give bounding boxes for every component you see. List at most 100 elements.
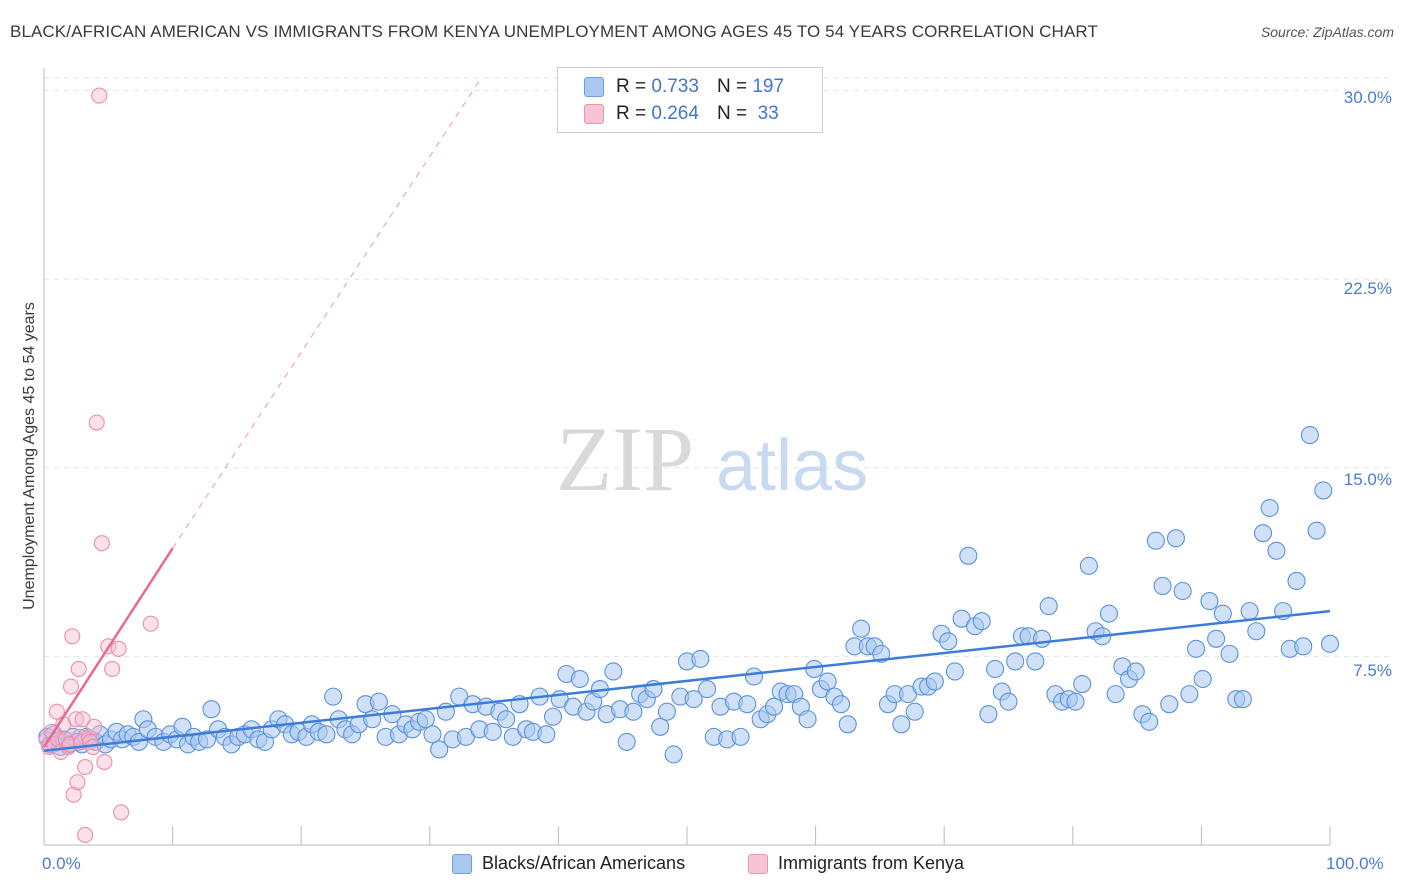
y-tick-label: 30.0% (1343, 88, 1392, 107)
data-point-kenya (96, 753, 113, 771)
data-point-blacks (1307, 521, 1326, 540)
data-point-blacks (1006, 652, 1025, 671)
data-point-blacks (684, 690, 703, 709)
data-point-blacks (765, 697, 784, 716)
data-point-blacks (986, 659, 1005, 679)
data-point-blacks (925, 672, 944, 691)
data-point-blacks (543, 707, 563, 726)
data-point-kenya (86, 718, 103, 735)
data-point-kenya (48, 703, 65, 720)
data-point-kenya (74, 711, 91, 728)
data-point-blacks (1073, 675, 1092, 694)
data-point-kenya (69, 774, 86, 791)
legend-item-kenya[interactable]: Immigrants from Kenya (748, 853, 964, 874)
n-label: N = (716, 103, 748, 124)
r-label: R = (616, 103, 647, 124)
data-point-blacks (1166, 529, 1185, 548)
data-point-blacks (1220, 644, 1239, 663)
data-point-blacks (604, 662, 623, 681)
data-point-blacks (430, 740, 449, 759)
data-point-blacks (744, 667, 764, 686)
data-point-blacks (1039, 597, 1058, 616)
n-value: 33 (752, 103, 779, 124)
data-point-blacks (1320, 634, 1340, 653)
watermark-zip: ZIP (556, 408, 694, 510)
n-label: N = (716, 76, 748, 97)
data-point-blacks (999, 692, 1018, 711)
data-point-kenya (104, 660, 121, 678)
legend-label: Immigrants from Kenya (778, 853, 965, 873)
data-point-kenya (142, 615, 159, 632)
data-point-blacks (1193, 669, 1212, 689)
data-point-blacks (798, 710, 817, 729)
data-point-blacks (624, 702, 643, 721)
x-tick-label: 100.0% (1326, 854, 1384, 873)
data-point-blacks (416, 710, 435, 729)
watermark: ZIP atlas (556, 408, 868, 510)
data-point-blacks (838, 715, 857, 734)
r-value: 0.733 (651, 76, 699, 97)
data-point-blacks (570, 669, 589, 689)
trend-line-kenya (42, 547, 174, 748)
data-point-blacks (1287, 571, 1306, 591)
y-tick-label: 7.5% (1353, 661, 1392, 680)
data-point-blacks (1314, 481, 1333, 500)
data-point-kenya (70, 660, 87, 678)
data-point-blacks (1126, 662, 1145, 681)
x-tick-label: 0.0% (42, 854, 81, 873)
data-point-blacks (818, 672, 837, 691)
pink-swatch (748, 853, 768, 874)
data-point-blacks (537, 725, 556, 744)
legend-item-blacks[interactable]: Blacks/African Americans (452, 853, 685, 874)
n-value: 197 (752, 76, 785, 97)
data-point-blacks (979, 705, 998, 724)
data-point-blacks (1153, 576, 1172, 596)
data-point-kenya (62, 678, 80, 695)
axis-layer (43, 68, 1331, 846)
data-point-blacks (1186, 639, 1206, 658)
data-point-blacks (1180, 685, 1199, 704)
data-point-blacks (1260, 498, 1279, 518)
data-point-blacks (1267, 541, 1286, 560)
data-point-blacks (1173, 581, 1192, 601)
data-point-blacks (1146, 531, 1165, 550)
data-point-kenya (110, 640, 127, 657)
blue-points (38, 426, 1340, 764)
r-label: R = (616, 76, 647, 97)
data-point-blacks (939, 632, 958, 651)
data-point-blacks (972, 612, 991, 631)
trend-line-kenya-extension (172, 77, 482, 549)
data-point-blacks (1294, 637, 1313, 656)
data-point-blacks (369, 692, 388, 711)
data-point-blacks (1253, 524, 1273, 543)
y-tick-label: 22.5% (1343, 279, 1392, 298)
data-point-blacks (1233, 690, 1252, 709)
correlation-legend: R = 0.733 N = 197 R = 0.264 N = 33 (557, 67, 823, 133)
data-point-blacks (945, 662, 964, 681)
legend-label: Blacks/African Americans (482, 853, 686, 873)
chart-title: BLACK/AFRICAN AMERICAN VS IMMIGRANTS FRO… (10, 22, 1098, 41)
data-point-blacks (651, 717, 670, 736)
data-point-kenya (93, 535, 110, 552)
data-point-blacks (731, 727, 750, 746)
watermark-atlas: atlas (716, 426, 868, 506)
trend-line-blacks (43, 609, 1331, 752)
data-point-blacks (1300, 426, 1319, 445)
data-point-kenya (113, 804, 130, 821)
data-point-blacks (698, 680, 717, 699)
data-point-kenya (77, 758, 94, 776)
data-point-kenya (68, 711, 85, 728)
legend-row-pink: R = 0.264 N = 33 (584, 102, 779, 126)
blue-swatch (584, 77, 604, 97)
data-point-blacks (483, 722, 502, 741)
r-value: 0.264 (651, 103, 699, 124)
data-point-blacks (1160, 695, 1179, 714)
data-point-blacks (1066, 692, 1085, 711)
data-point-kenya (65, 786, 82, 803)
data-point-blacks (497, 710, 516, 729)
data-point-blacks (892, 715, 911, 734)
data-point-blacks (905, 702, 924, 721)
data-point-blacks (202, 700, 221, 719)
data-point-kenya (64, 628, 81, 645)
